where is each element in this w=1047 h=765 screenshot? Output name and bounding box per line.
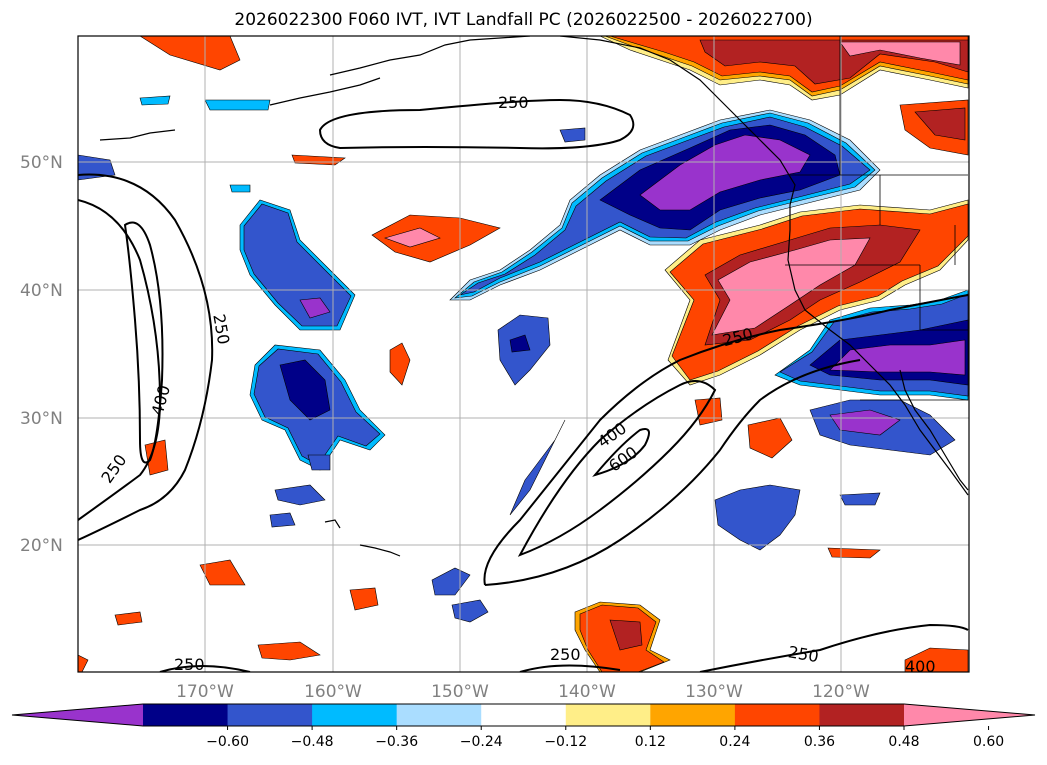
lon-label: 170°W (176, 682, 234, 702)
colorbar-tick-label: −0.24 (460, 734, 503, 750)
lat-label: 20°N (20, 536, 63, 556)
colorbar-outline (11, 703, 1036, 727)
colorbar-tick-label: 0.60 (973, 734, 1004, 750)
colorbar-tick-label: 0.12 (635, 734, 666, 750)
colorbar-swatch (312, 704, 398, 726)
colorbar-tick-label: −0.48 (291, 734, 334, 750)
colorbar-tick-label: 0.24 (719, 734, 750, 750)
lon-label: 130°W (685, 682, 743, 702)
latitude-labels: 50°N 40°N 30°N 20°N (20, 153, 63, 556)
lon-label: 140°W (558, 682, 616, 702)
lat-label: 40°N (20, 281, 63, 301)
contour-label: 250 (550, 645, 581, 664)
lon-label: 120°W (812, 682, 870, 702)
colorbar-swatch (143, 704, 229, 726)
map-title: 2026022300 F060 IVT, IVT Landfall PC (20… (234, 10, 813, 30)
colorbar-swatch (734, 704, 820, 726)
colorbar-extend-low (12, 704, 143, 726)
contour-label: 250 (498, 93, 529, 112)
lat-label: 30°N (20, 409, 63, 429)
colorbar-swatch (227, 704, 313, 726)
lon-label: 150°W (431, 682, 489, 702)
colorbar-tick-label: −0.12 (544, 734, 587, 750)
colorbar-tick-label: 0.36 (804, 734, 835, 750)
longitude-labels: 170°W 160°W 150°W 140°W 130°W 120°W (176, 682, 870, 702)
political-borders (785, 36, 968, 401)
colorbar-swatch (396, 704, 482, 726)
colorbar-swatch (481, 704, 567, 726)
colorbar: −0.60 −0.48 −0.36 −0.24 −0.12 0.12 0.24 0.36 0.4… (11, 703, 1036, 750)
colorbar-tick-label: 0.48 (888, 734, 919, 750)
map-plot-area: 250 250 400 250 250 400 600 250 250 250 … (78, 36, 969, 676)
colorbar-swatch (650, 704, 736, 726)
lat-label: 50°N (20, 153, 63, 173)
colorbar-extend-high (904, 704, 1035, 726)
lon-label: 160°W (304, 682, 362, 702)
coastlines (99, 36, 969, 557)
colorbar-tick-label: −0.36 (375, 734, 418, 750)
contour-label: 400 (905, 657, 936, 676)
colorbar-swatch (565, 704, 651, 726)
colorbar-swatch (819, 704, 905, 726)
negative-anomaly-regions (78, 95, 969, 623)
map-frame (77, 35, 970, 673)
ivt-contours (78, 98, 969, 672)
contour-label: 250 (174, 655, 205, 674)
graticule (78, 36, 969, 672)
colorbar-tick-label: −0.60 (206, 734, 249, 750)
